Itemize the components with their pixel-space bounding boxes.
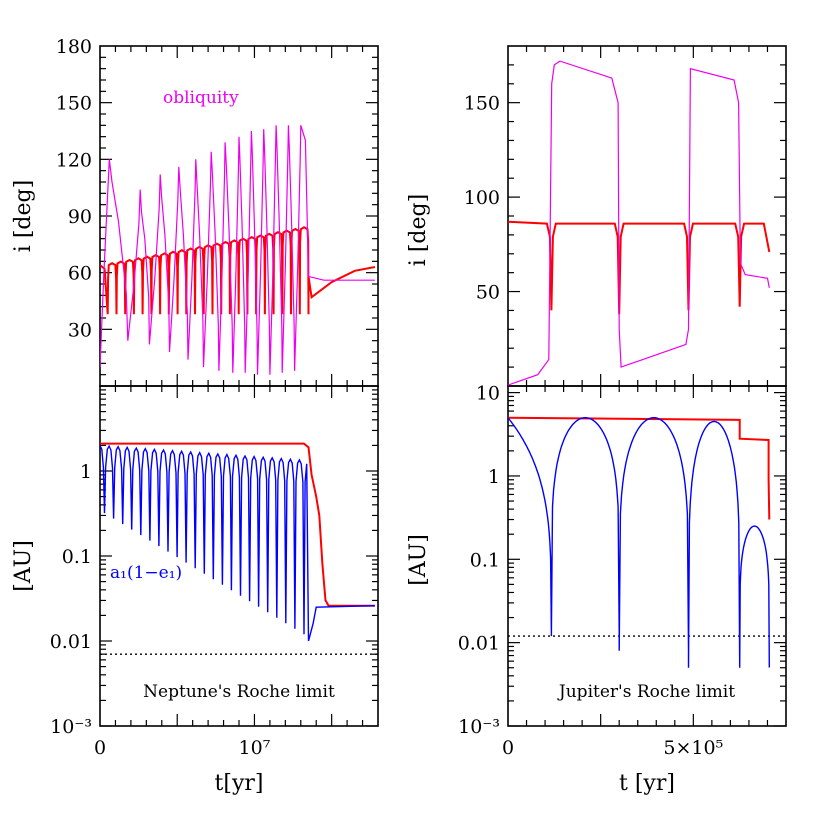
- series-red-semimajor-axis: [100, 442, 375, 607]
- series-blue-pericenter: [508, 417, 770, 668]
- panel-frame-top-right: [507, 45, 787, 387]
- series-red-semimajor-axis: [508, 416, 771, 520]
- top-left-ytick-label: 150: [56, 93, 92, 115]
- bottom-right-ytick-label: 0.01: [458, 633, 500, 655]
- top-left-ytick-label: 90: [68, 206, 92, 228]
- top-right-ytick-label: 50: [476, 282, 500, 304]
- ticks-layer: [100, 46, 786, 727]
- roche-label-right: Jupiter's Roche limit: [557, 682, 735, 702]
- series-red-inclination: [508, 220, 771, 315]
- ylabel-bottom-left: [AU]: [11, 540, 36, 592]
- bottom-right-ytick-label: 1: [488, 466, 500, 488]
- series-magenta-obliquity: [508, 60, 770, 386]
- bottom-left-ytick-label: 0.01: [50, 631, 92, 653]
- plot-area-top-right: [508, 60, 771, 386]
- bottom-left-xtick-label: 0: [94, 737, 106, 759]
- top-left-ytick-label: 60: [68, 263, 92, 285]
- plot-area-bottom-right: [508, 416, 786, 668]
- top-left-ytick-label: 120: [56, 149, 92, 171]
- top-right-ytick-label: 100: [464, 187, 500, 209]
- plot-area-bottom-left: [100, 442, 378, 655]
- bottom-right-ytick-label: 0.1: [470, 549, 500, 571]
- plot-area-top-left: [100, 125, 376, 375]
- series-red-inclination: [100, 226, 376, 315]
- top-right-ytick-label: 150: [464, 93, 500, 115]
- ylabel-bottom-right: [AU]: [406, 534, 431, 586]
- roche-label-left: Neptune's Roche limit: [143, 682, 335, 702]
- bottom-left-ytick-label: 1: [80, 461, 92, 483]
- series-magenta-obliquity: [100, 125, 375, 375]
- panel-frame-bottom-left: [99, 385, 379, 727]
- bottom-left-xtick-label: 10⁷: [239, 737, 271, 759]
- panel-frame-bottom-right: [507, 385, 787, 727]
- top-left-ytick-label: 30: [68, 319, 92, 341]
- series-blue-pericenter: [100, 444, 375, 642]
- bottom-right-ytick-label: 10⁻³: [458, 716, 500, 738]
- top-left-ytick-label: 180: [56, 36, 92, 58]
- ylabel-top-left: i [deg]: [11, 180, 36, 252]
- xlabel-left: t[yr]: [215, 771, 264, 796]
- bottom-right-xtick-label: 5×10⁵: [663, 737, 723, 759]
- bottom-right-xtick-label: 0: [502, 737, 514, 759]
- annotation-pericenter: a₁(1−e₁): [110, 563, 182, 583]
- bottom-right-ytick-label: 10: [476, 383, 500, 405]
- bottom-left-ytick-label: 0.1: [62, 546, 92, 568]
- annotation-obliquity: obliquity: [163, 88, 239, 108]
- xlabel-right: t [yr]: [619, 771, 675, 796]
- bottom-left-ytick-label: 10⁻³: [50, 716, 92, 738]
- ylabel-top-right: i [deg]: [406, 194, 431, 266]
